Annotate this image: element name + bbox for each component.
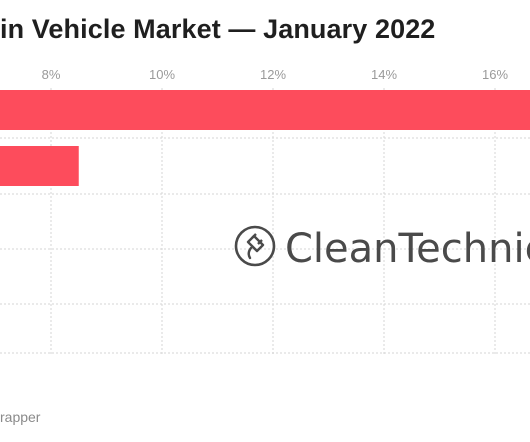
source-credit: rapper <box>0 409 41 425</box>
x-axis-tick-labels: 8% 10% 12% 14% 16% <box>42 67 509 82</box>
watermark-text: CleanTechnica <box>285 226 530 272</box>
chart-title: in Vehicle Market — January 2022 <box>0 14 436 44</box>
x-tick-label: 10% <box>149 67 175 82</box>
vertical-gridlines <box>50 88 496 356</box>
watermark-logo: CleanTechnica <box>234 225 530 272</box>
bar-1 <box>0 146 79 186</box>
x-tick-label: 16% <box>482 67 508 82</box>
x-tick-label: 8% <box>42 67 61 82</box>
x-tick-label: 12% <box>260 67 286 82</box>
plug-icon <box>234 225 276 267</box>
bar-0 <box>0 90 530 130</box>
x-tick-label: 14% <box>371 67 397 82</box>
horizontal-gridlines <box>0 137 530 354</box>
bar-series <box>0 90 530 186</box>
